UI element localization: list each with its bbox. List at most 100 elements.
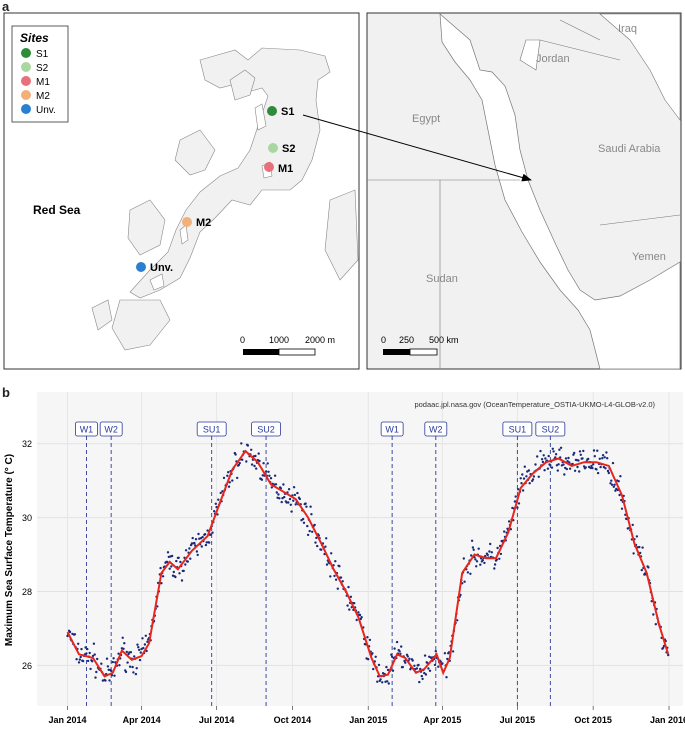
sst-point bbox=[88, 651, 91, 655]
sst-point bbox=[179, 560, 182, 564]
sst-point bbox=[213, 510, 216, 513]
sst-point bbox=[159, 566, 162, 570]
local-scale-1000: 1000 bbox=[269, 335, 289, 345]
sst-point bbox=[182, 569, 185, 573]
sst-point bbox=[568, 461, 571, 464]
sst-point bbox=[79, 655, 82, 659]
marker-box bbox=[424, 421, 448, 437]
y-axis-title: Maximum Sea Surface Temperature (° C) bbox=[4, 454, 15, 646]
sst-point bbox=[437, 665, 440, 668]
sst-point bbox=[237, 463, 241, 467]
sst-point bbox=[522, 477, 526, 480]
sst-point bbox=[338, 565, 341, 568]
sst-point bbox=[544, 457, 547, 460]
sst-point bbox=[550, 466, 554, 469]
sst-point bbox=[573, 451, 576, 455]
sst-point bbox=[472, 548, 475, 551]
sst-point bbox=[298, 497, 301, 501]
location-arrow bbox=[302, 114, 532, 182]
sst-point bbox=[123, 642, 126, 645]
local-scale-2000: 2000 m bbox=[305, 335, 335, 345]
sst-point bbox=[358, 613, 362, 617]
sst-point bbox=[348, 608, 351, 611]
sst-point bbox=[168, 567, 171, 570]
sst-point bbox=[567, 456, 570, 460]
sst-point bbox=[471, 546, 475, 549]
x-tick-label: Jan 2015 bbox=[349, 715, 387, 725]
sst-point bbox=[281, 497, 284, 500]
sst-point bbox=[100, 662, 103, 665]
sst-point bbox=[78, 658, 82, 661]
sst-point bbox=[166, 551, 170, 554]
sst-point bbox=[635, 535, 639, 538]
sst-point bbox=[489, 542, 492, 546]
site-m2-marker bbox=[182, 217, 192, 227]
marker-label: W2 bbox=[429, 425, 443, 435]
sst-point bbox=[503, 530, 506, 533]
sst-point bbox=[194, 538, 198, 541]
sst-point bbox=[619, 475, 622, 478]
sst-point bbox=[91, 654, 95, 658]
sst-point bbox=[596, 449, 599, 452]
site-m2-label: M2 bbox=[196, 217, 211, 229]
sst-point bbox=[280, 500, 283, 504]
sst-point bbox=[398, 650, 401, 653]
sst-point bbox=[118, 664, 121, 667]
sst-point bbox=[264, 470, 268, 473]
sst-point bbox=[620, 507, 624, 510]
sst-point bbox=[86, 659, 90, 663]
sst-point bbox=[603, 456, 606, 459]
sst-point bbox=[75, 658, 78, 661]
sst-point bbox=[324, 545, 327, 548]
sst-point bbox=[196, 553, 199, 557]
sst-point bbox=[309, 505, 312, 508]
sst-point bbox=[175, 559, 178, 563]
sst-point bbox=[618, 493, 621, 497]
sst-point bbox=[219, 491, 222, 495]
sst-point bbox=[590, 464, 593, 468]
sampling-markers: W1 W2 SU1 SU2 W1 W2 SU1 SU2 bbox=[75, 421, 566, 706]
sst-point bbox=[275, 491, 278, 494]
sst-point bbox=[531, 478, 535, 481]
sst-point bbox=[178, 572, 181, 575]
sst-point bbox=[385, 665, 388, 669]
sst-point bbox=[541, 460, 545, 464]
sst-point bbox=[135, 667, 138, 670]
sst-point bbox=[184, 563, 187, 566]
sites-legend: Sites S1 S2 M1 M2 Unv. bbox=[11, 25, 69, 123]
sst-point bbox=[257, 452, 260, 455]
sst-point bbox=[367, 658, 370, 661]
site-s2-label: S2 bbox=[282, 143, 295, 155]
sst-point bbox=[387, 682, 390, 685]
sst-point bbox=[493, 567, 496, 570]
sst-point bbox=[126, 661, 129, 664]
sst-point bbox=[463, 580, 466, 583]
y-tick-label: 26 bbox=[22, 661, 32, 671]
legend-m2-swatch bbox=[21, 90, 31, 100]
sst-point bbox=[563, 473, 566, 476]
sst-point bbox=[554, 453, 558, 456]
sst-point bbox=[519, 477, 522, 480]
sst-point bbox=[334, 578, 338, 581]
marker-box bbox=[196, 421, 227, 437]
sst-point bbox=[217, 498, 220, 501]
sst-point bbox=[133, 655, 136, 658]
sst-point bbox=[258, 459, 261, 463]
sst-point bbox=[470, 554, 473, 557]
country-jordan: Jordan bbox=[536, 53, 570, 65]
sst-point bbox=[638, 545, 641, 549]
sst-point bbox=[581, 457, 584, 460]
marker-box bbox=[251, 421, 281, 437]
sst-point bbox=[393, 647, 396, 650]
sst-point bbox=[554, 456, 557, 459]
sst-point bbox=[632, 552, 635, 555]
sst-point bbox=[612, 485, 615, 488]
regional-scale-250: 250 bbox=[399, 335, 414, 345]
sst-point bbox=[527, 469, 531, 472]
sst-point bbox=[77, 642, 80, 645]
sst-point bbox=[138, 648, 141, 652]
sst-point bbox=[377, 663, 381, 667]
sst-point bbox=[325, 563, 329, 566]
sst-point bbox=[479, 563, 482, 566]
sst-point bbox=[170, 554, 174, 558]
